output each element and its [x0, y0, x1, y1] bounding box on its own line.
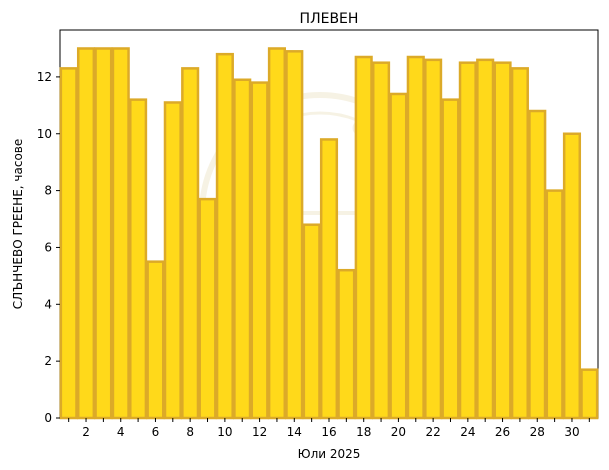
bar-day-13 — [267, 47, 287, 420]
x-tick-label: 2 — [82, 425, 90, 439]
x-tick-label: 30 — [564, 425, 579, 439]
bar-day-1 — [59, 67, 78, 420]
x-axis: 2 4 6 8 10 12 14 16 18 20 22 24 26 28 30 — [68, 418, 590, 439]
bar-day-9 — [198, 197, 217, 420]
x-tick-label: 20 — [391, 425, 406, 439]
x-tick-label: 6 — [152, 425, 160, 439]
bar-day-6 — [146, 260, 165, 420]
y-tick-label: 12 — [37, 70, 52, 84]
y-tick-label: 4 — [44, 297, 52, 311]
bar-day-25 — [476, 58, 495, 420]
x-tick-label: 24 — [460, 425, 475, 439]
bar-day-10 — [215, 52, 234, 420]
x-tick-label: 28 — [530, 425, 545, 439]
bar-day-26 — [493, 61, 512, 420]
y-tick-label: 6 — [44, 240, 52, 254]
bar-day-3 — [94, 47, 113, 420]
bars-layer — [59, 47, 599, 420]
x-tick-label: 12 — [252, 425, 267, 439]
bar-day-31 — [580, 368, 599, 420]
x-tick-label: 16 — [321, 425, 336, 439]
bar-day-20 — [389, 92, 408, 420]
x-tick-label: 26 — [495, 425, 510, 439]
chart-title: ПЛЕВЕН — [300, 11, 359, 27]
x-tick-label: 22 — [425, 425, 440, 439]
bar-day-29 — [545, 189, 564, 420]
bar-day-24 — [458, 61, 477, 420]
x-tick-label: 10 — [217, 425, 232, 439]
bar-day-16 — [319, 138, 339, 420]
bar-day-22 — [424, 58, 443, 420]
bar-day-30 — [562, 132, 582, 420]
bar-day-18 — [354, 55, 373, 420]
bar-day-4 — [111, 47, 130, 420]
bar-day-8 — [181, 67, 200, 420]
bar-day-19 — [372, 61, 391, 420]
bar-day-14 — [285, 50, 304, 420]
y-tick-label: 8 — [44, 184, 52, 198]
y-axis: 0 2 4 6 8 10 12 — [37, 70, 60, 425]
bar-day-15 — [302, 223, 321, 420]
bar-day-28 — [528, 109, 547, 420]
bar-day-27 — [510, 67, 529, 420]
bar-day-17 — [337, 268, 356, 420]
y-tick-label: 10 — [37, 127, 52, 141]
bar-day-21 — [406, 55, 425, 420]
bar-day-12 — [250, 81, 269, 420]
y-tick-label: 0 — [44, 411, 52, 425]
x-tick-label: 14 — [287, 425, 302, 439]
y-tick-label: 2 — [44, 354, 52, 368]
y-axis-label: СЛЪНЧЕВО ГРЕЕНЕ, часове — [11, 139, 25, 310]
bar-day-11 — [233, 78, 252, 420]
bar-day-7 — [163, 101, 182, 420]
x-axis-label: Юли 2025 — [298, 447, 361, 461]
x-tick-label: 8 — [186, 425, 194, 439]
bar-day-2 — [76, 47, 96, 420]
bar-day-23 — [441, 98, 460, 420]
bar-day-5 — [129, 98, 148, 420]
x-tick-label: 4 — [117, 425, 125, 439]
x-tick-label: 18 — [356, 425, 371, 439]
